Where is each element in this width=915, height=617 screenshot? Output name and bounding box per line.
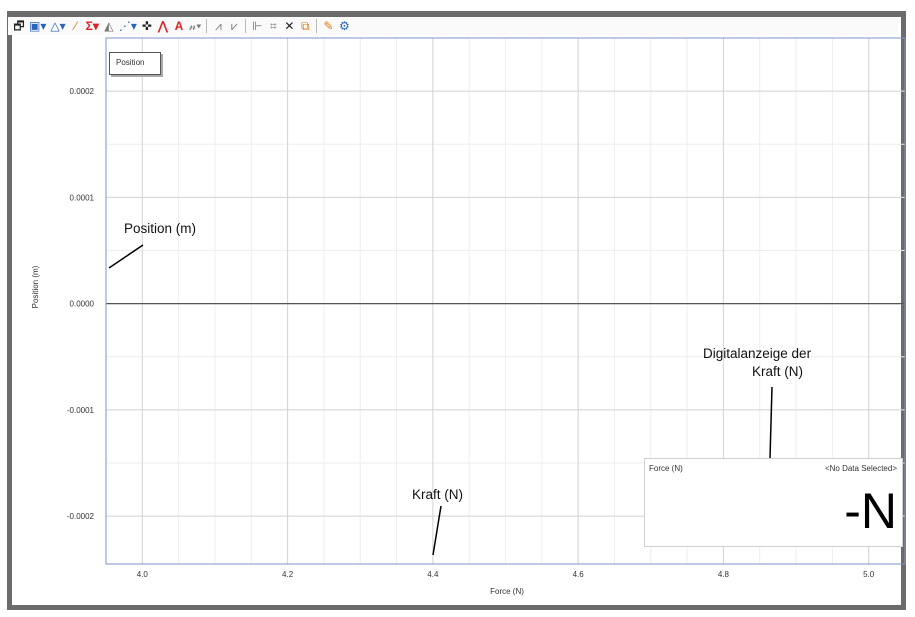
y-axis-label[interactable]: Position (m) (31, 265, 40, 308)
meter-value: -N (844, 483, 897, 539)
x-axis-ticks: 4.0 4.2 4.4 4.6 4.8 5.0 (137, 570, 875, 579)
annotation-digital-line2: Kraft (N) (752, 364, 804, 379)
plot-border (105, 37, 906, 565)
kraft-callout-line (432, 505, 442, 556)
x-tick-label: 4.6 (573, 570, 585, 579)
select-range-icon[interactable]: ⊩ (252, 19, 263, 33)
settings-icon[interactable]: ⚙ (338, 19, 350, 33)
strikethrough-icon[interactable]: ⌗ (269, 19, 277, 33)
zoom-out-icon[interactable]: ⩗ (230, 19, 238, 33)
annotate-icon[interactable]: 𝓃▾ (188, 19, 202, 33)
crosshair-icon[interactable]: ✜ (141, 19, 152, 33)
graph-legend[interactable]: Position (109, 52, 161, 75)
zoom-in-icon[interactable]: ⩘ (214, 19, 222, 33)
x-tick-label: 4.8 (718, 570, 730, 579)
annotation-position: Position (m) (124, 221, 197, 236)
copy-icon[interactable]: ⧉ (301, 19, 310, 33)
annotation-kraft: Kraft (N) (412, 487, 464, 502)
area-icon[interactable]: ◭ (104, 19, 114, 33)
y-tick-label: 0.0002 (70, 87, 95, 96)
toolbar-separator (316, 19, 318, 33)
meter-label: Force (N) (649, 464, 683, 473)
toolbar-separator (245, 19, 247, 33)
edit-graph-icon[interactable]: 🗗 (13, 19, 25, 33)
x-axis-label[interactable]: Force (N) (490, 587, 524, 596)
toolbar-separator (206, 19, 208, 33)
x-tick-label: 4.2 (282, 570, 294, 579)
x-tick-label: 4.4 (427, 570, 439, 579)
x-tick-label: 5.0 (863, 570, 875, 579)
y-axis-ticks: 0.0002 0.0001 0.0000 -0.0001 -0.0002 (67, 87, 95, 521)
scatter-icon[interactable]: ⋰▾ (118, 19, 137, 33)
meter-status: <No Data Selected> (824, 464, 897, 473)
digital-meter[interactable]: Force (N) <No Data Selected> -N (644, 458, 903, 547)
tangent-icon[interactable]: ⁄ (74, 19, 77, 33)
annotation-digital-line1: Digitalanzeige der (703, 346, 812, 361)
highlight-icon[interactable]: ✎ (323, 19, 334, 33)
legend-label: Position (116, 58, 145, 67)
text-icon[interactable]: A (174, 19, 184, 33)
delete-icon[interactable]: ✕ (284, 19, 295, 33)
digital-callout-line (769, 386, 773, 459)
y-tick-label: -0.0001 (67, 406, 95, 415)
x-tick-label: 4.0 (137, 570, 149, 579)
statistics-icon[interactable]: Σ▾ (85, 19, 99, 33)
curve-fit-icon[interactable]: △▾ (50, 19, 66, 33)
graph-layout-icon[interactable]: ▣▾ (29, 19, 47, 33)
position-callout-line (108, 244, 144, 269)
y-tick-label: 0.0001 (70, 193, 95, 202)
y-tick-label: 0.0000 (70, 300, 95, 309)
y-tick-label: -0.0002 (67, 512, 95, 521)
slope-icon[interactable]: ⋀ (157, 19, 168, 33)
